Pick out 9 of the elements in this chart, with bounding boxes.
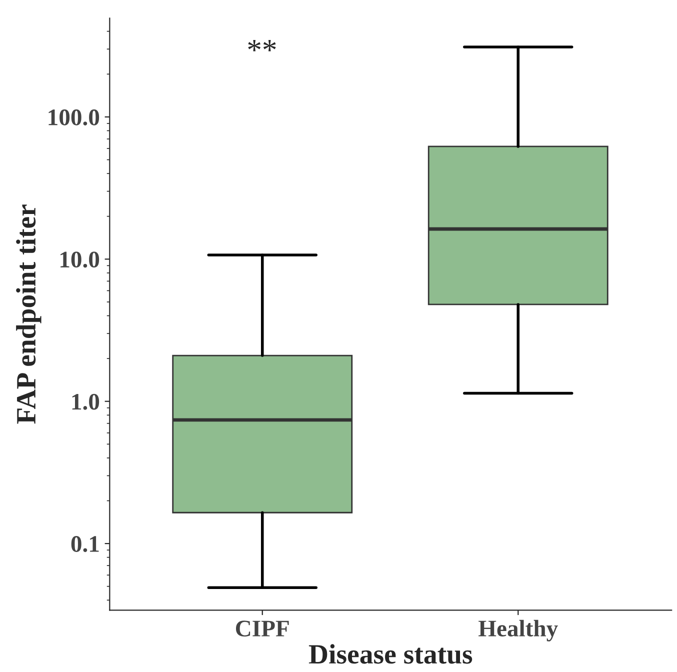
y-tick-label: 10.0: [60, 252, 100, 268]
x-axis-title: Disease status: [308, 644, 472, 664]
x-tick-label: Healthy: [478, 620, 558, 642]
y-axis-title: FAP endpoint titer: [16, 204, 42, 424]
y-tick-label: 100.0: [48, 109, 100, 126]
y-tick-label: 0.1: [71, 536, 99, 552]
x-tick-label: CIPF: [236, 620, 289, 637]
annotation: **: [248, 40, 276, 52]
y-tick-label: 1.0: [72, 394, 100, 410]
